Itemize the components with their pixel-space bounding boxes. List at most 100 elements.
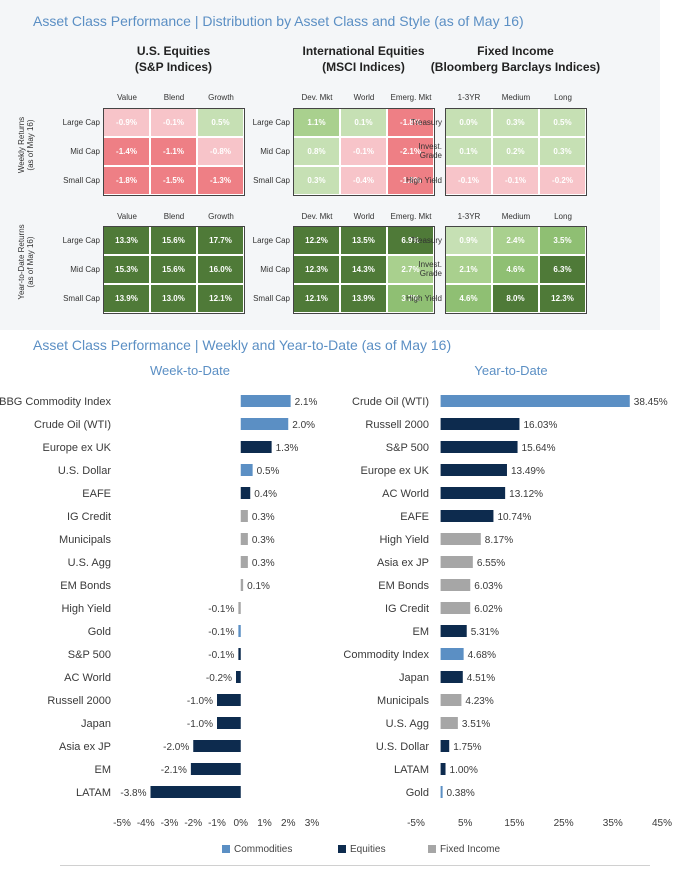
ytd-data-label: 4.51% — [467, 673, 495, 684]
ytd-bar — [440, 717, 458, 729]
ytd-data-label: 13.12% — [509, 489, 543, 500]
col-header-0-1-2: Growth — [208, 212, 234, 221]
wtd-chart-title: Week-to-Date — [150, 363, 230, 378]
heat-cell-0-1-0-0: 13.3% — [103, 226, 150, 255]
wtd-bar — [236, 671, 241, 683]
ytd-bar — [440, 418, 520, 430]
wtd-tick-label: 0% — [234, 818, 249, 829]
ytd-returns-label: Year-to-Date Returns (as of May 16) — [17, 224, 35, 300]
heat-cell-2-0-0-2: 0.5% — [539, 108, 586, 137]
heat-cell-0-1-1-2: 16.0% — [197, 255, 244, 284]
wtd-category-label: U.S. Agg — [68, 557, 111, 569]
wtd-category-label: Asia ex JP — [59, 741, 111, 753]
heat-cell-1-1-0-1: 13.5% — [340, 226, 387, 255]
ytd-category-label: Gold — [406, 787, 429, 799]
ytd-bar — [440, 579, 471, 591]
heat-cell-2-0-0-1: 0.3% — [492, 108, 539, 137]
ytd-category-label: Europe ex UK — [361, 465, 430, 477]
wtd-data-label: -0.1% — [208, 604, 234, 615]
legend-swatch-commodities — [222, 845, 230, 854]
heat-cell-0-0-1-2: -0.8% — [197, 137, 244, 166]
heat-cell-1-0-0-0: 1.1% — [293, 108, 340, 137]
heat-cell-2-0-1-1: 0.2% — [492, 137, 539, 166]
group-title-0: U.S. Equities (S&P Indices) — [134, 44, 213, 74]
heat-cell-0-0-2-1: -1.5% — [150, 166, 197, 195]
wtd-data-label: -0.2% — [206, 673, 232, 684]
wtd-data-label: -2.0% — [163, 742, 189, 753]
col-header-0-0-0: Value — [117, 93, 137, 102]
ytd-bar — [440, 671, 463, 683]
wtd-bar — [217, 694, 241, 706]
heat-cell-2-0-0-0: 0.0% — [445, 108, 492, 137]
heat-cell-1-1-0-0: 12.2% — [293, 226, 340, 255]
ytd-data-label: 6.03% — [474, 581, 502, 592]
heat-cell-0-0-0-1: -0.1% — [150, 108, 197, 137]
row-label-0-1-1: Mid Cap — [70, 265, 100, 274]
row-label-2-0-1: Invest. Grade — [418, 142, 442, 160]
heat-cell-2-0-1-0: 0.1% — [445, 137, 492, 166]
ytd-bar — [440, 533, 481, 545]
wtd-data-label: 0.3% — [252, 535, 275, 546]
ytd-bar — [440, 602, 471, 614]
ytd-data-label: 16.03% — [523, 420, 557, 431]
ytd-data-label: 4.23% — [465, 696, 493, 707]
heat-cell-2-1-0-1: 2.4% — [492, 226, 539, 255]
heat-cell-0-1-2-1: 13.0% — [150, 284, 197, 313]
col-header-1-1-0: Dev. Mkt — [301, 212, 333, 221]
ytd-category-label: LATAM — [394, 764, 429, 776]
heat-cell-1-0-1-2: -2.1% — [387, 137, 434, 166]
wtd-category-label: Gold — [88, 626, 111, 638]
row-label-0-1-0: Large Cap — [62, 236, 100, 245]
heat-cell-1-1-1-1: 14.3% — [340, 255, 387, 284]
ytd-bar — [440, 740, 450, 752]
wtd-data-label: -2.1% — [161, 765, 187, 776]
wtd-bar — [190, 763, 241, 775]
ytd-data-label: 5.31% — [471, 627, 499, 638]
row-label-2-1-2: High Yield — [405, 294, 442, 303]
wtd-tick-label: -3% — [161, 818, 179, 829]
heat-cell-1-0-2-0: 0.3% — [293, 166, 340, 195]
wtd-category-label: Municipals — [59, 534, 111, 546]
heat-cell-2-1-2-1: 8.0% — [492, 284, 539, 313]
ytd-bar — [440, 694, 462, 706]
ytd-data-label: 10.74% — [497, 512, 531, 523]
heatmap-section-title: Asset Class Performance | Distribution b… — [33, 13, 524, 29]
ytd-data-label: 4.68% — [468, 650, 496, 661]
ytd-tick-label: -5% — [407, 818, 425, 829]
heat-cell-2-0-2-0: -0.1% — [445, 166, 492, 195]
ytd-data-label: 15.64% — [522, 443, 556, 454]
ytd-data-label: 3.51% — [462, 719, 490, 730]
legend-label-fixed-income: Fixed Income — [440, 844, 501, 855]
heat-cell-0-1-1-1: 15.6% — [150, 255, 197, 284]
heat-cell-2-0-1-2: 0.3% — [539, 137, 586, 166]
wtd-bar — [238, 648, 241, 660]
wtd-data-label: 0.3% — [252, 558, 275, 569]
wtd-data-label: -3.8% — [120, 788, 146, 799]
wtd-tick-label: 3% — [305, 818, 320, 829]
col-header-2-0-1: Medium — [501, 93, 531, 102]
bars-section-title: Asset Class Performance | Weekly and Yea… — [33, 337, 452, 353]
wtd-data-label: 0.5% — [257, 466, 280, 477]
row-label-1-0-1: Mid Cap — [260, 147, 290, 156]
row-label-1-0-2: Small Cap — [253, 176, 290, 185]
heat-cell-0-1-0-1: 15.6% — [150, 226, 197, 255]
ytd-bar — [440, 395, 630, 407]
ytd-category-label: EM — [413, 626, 430, 638]
col-header-2-1-2: Long — [554, 212, 572, 221]
wtd-tick-label: 2% — [281, 818, 296, 829]
heat-cell-0-0-2-2: -1.3% — [197, 166, 244, 195]
wtd-category-label: EAFE — [82, 488, 111, 500]
ytd-data-label: 0.38% — [446, 788, 474, 799]
col-header-0-0-2: Growth — [208, 93, 234, 102]
legend-fixed-income: Fixed Income — [428, 844, 500, 855]
heat-cell-2-1-2-0: 4.6% — [445, 284, 492, 313]
heat-cell-2-0-2-1: -0.1% — [492, 166, 539, 195]
wtd-data-label: 2.0% — [292, 420, 315, 431]
heat-cell-0-0-1-0: -1.4% — [103, 137, 150, 166]
col-header-0-1-0: Value — [117, 212, 137, 221]
ytd-data-label: 8.17% — [485, 535, 513, 546]
heat-cell-2-0-2-2: -0.2% — [539, 166, 586, 195]
ytd-category-label: Municipals — [377, 695, 429, 707]
wtd-category-label: LATAM — [76, 787, 111, 799]
heat-cell-2-1-1-1: 4.6% — [492, 255, 539, 284]
